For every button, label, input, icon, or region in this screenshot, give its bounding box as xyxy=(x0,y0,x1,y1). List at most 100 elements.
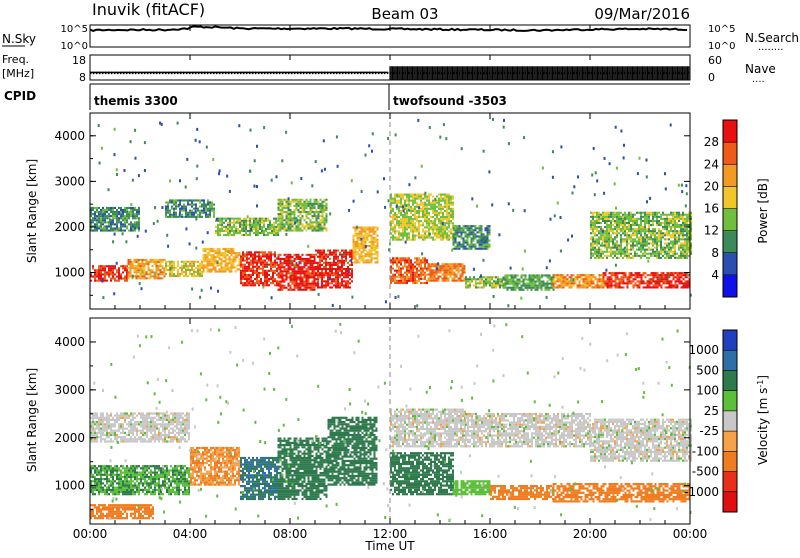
power-cell xyxy=(130,269,132,271)
power-cell xyxy=(148,265,150,267)
power-cell xyxy=(255,234,257,236)
power-cell xyxy=(306,221,308,223)
power-cell xyxy=(253,218,255,220)
power-cell xyxy=(199,201,201,203)
power-cell xyxy=(302,203,304,205)
power-cell xyxy=(553,278,555,280)
power-cell xyxy=(130,215,132,217)
power-cell xyxy=(594,240,596,242)
power-cell xyxy=(418,224,420,226)
power-cell xyxy=(460,273,462,275)
power-cell xyxy=(331,254,333,256)
power-cell xyxy=(594,253,596,255)
power-cell xyxy=(286,268,288,270)
power-cell xyxy=(418,235,420,237)
power-cell xyxy=(493,286,495,288)
power-cell xyxy=(616,222,618,224)
power-cell xyxy=(323,272,325,274)
power-cell xyxy=(424,235,426,237)
power-cell xyxy=(323,268,325,270)
power-cell xyxy=(320,209,322,211)
power-cell xyxy=(317,274,319,276)
power-cell xyxy=(460,276,462,278)
power-cell xyxy=(130,259,132,261)
power-cell xyxy=(266,284,268,286)
power-cell xyxy=(609,286,611,288)
power-cell xyxy=(598,226,600,228)
power-cell xyxy=(162,261,164,263)
power-cell xyxy=(604,212,606,214)
power-cell xyxy=(589,276,591,278)
power-cell xyxy=(511,283,513,285)
power-cell xyxy=(495,276,497,278)
power-cell xyxy=(456,267,458,269)
power-cell xyxy=(446,232,448,234)
power-cell xyxy=(321,264,323,266)
power-cell xyxy=(641,282,643,284)
power-cell xyxy=(167,206,169,208)
power-cell xyxy=(616,234,618,236)
power-cell xyxy=(333,268,335,270)
power-cell xyxy=(345,286,347,288)
power-cell xyxy=(278,274,280,276)
power-cell xyxy=(280,283,282,285)
power-cell xyxy=(339,266,341,268)
power-cell xyxy=(453,235,455,237)
power-cell xyxy=(555,274,557,276)
power-cell xyxy=(345,258,347,260)
power-cell xyxy=(160,261,162,263)
power-cell xyxy=(422,239,424,241)
power-cell xyxy=(331,272,333,274)
power-cell xyxy=(454,265,456,267)
power-cell xyxy=(633,278,635,280)
power-cell xyxy=(444,278,446,280)
power-cell xyxy=(446,194,448,196)
power-cell xyxy=(310,254,312,256)
power-cell xyxy=(473,233,475,235)
power-cell xyxy=(116,230,118,232)
power-cell xyxy=(169,216,171,218)
power-cell xyxy=(304,283,306,285)
power-cell xyxy=(414,216,416,218)
power-cell xyxy=(653,272,655,274)
power-cell xyxy=(306,260,308,262)
power-cell xyxy=(253,224,255,226)
power-cell xyxy=(392,218,394,220)
power-cell xyxy=(529,276,531,278)
power-cell xyxy=(128,275,130,277)
power-cell xyxy=(406,259,408,261)
power-cell xyxy=(603,280,605,282)
power-cell xyxy=(675,286,677,288)
power-cell xyxy=(612,245,614,247)
power-cell xyxy=(489,233,491,235)
power-cell xyxy=(225,218,227,220)
power-cell xyxy=(448,204,450,206)
power-cell xyxy=(138,217,140,219)
power-cell xyxy=(130,207,132,209)
power-cell xyxy=(432,269,434,271)
power-cell xyxy=(136,277,138,279)
power-cell xyxy=(278,213,280,215)
power-cell xyxy=(612,247,614,249)
power-cell xyxy=(134,223,136,225)
power-cell xyxy=(110,211,112,213)
power-cell xyxy=(197,210,199,212)
power-cell xyxy=(304,270,306,272)
power-cell xyxy=(333,254,335,256)
power-cell xyxy=(219,250,221,252)
power-cell xyxy=(567,284,569,286)
power-cell xyxy=(583,282,585,284)
power-cell xyxy=(331,286,333,288)
power-cell xyxy=(162,259,164,261)
power-cell xyxy=(219,222,221,224)
power-cell xyxy=(189,263,191,265)
power-cell xyxy=(205,216,207,218)
power-cell xyxy=(136,265,138,267)
power-cell xyxy=(231,226,233,228)
power-cell xyxy=(167,212,169,214)
power-cell xyxy=(598,214,600,216)
power-cell xyxy=(246,278,248,280)
power-cell xyxy=(167,216,169,218)
power-cell xyxy=(120,276,122,278)
power-cell xyxy=(527,287,529,289)
